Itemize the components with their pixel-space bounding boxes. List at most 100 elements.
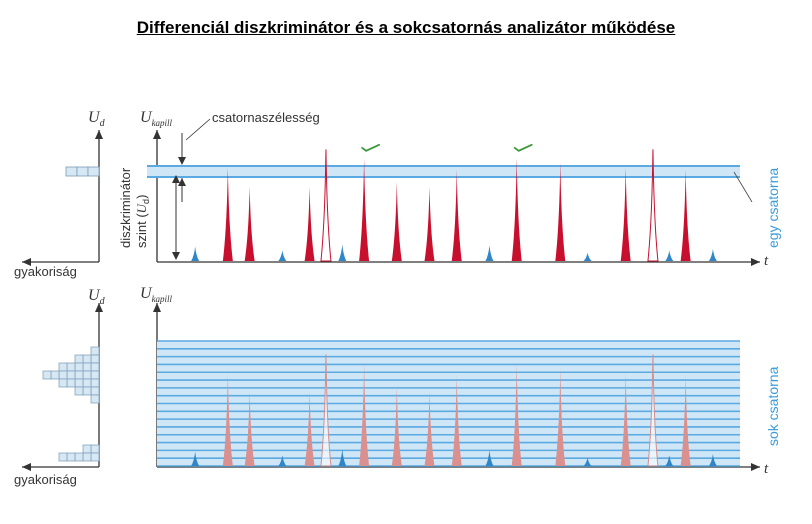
pulse-peak <box>244 391 255 466</box>
histogram-cell <box>90 346 100 356</box>
pulse-peak <box>222 372 233 466</box>
pulse-peak <box>680 169 691 261</box>
histogram-cell <box>74 378 84 388</box>
histogram-cell <box>74 354 84 364</box>
pulse-peak <box>359 362 370 466</box>
pulse-peak <box>620 167 631 261</box>
histogram-cell <box>90 444 100 454</box>
histogram-cell <box>90 362 100 372</box>
bottom-frequency-label: gyakoriság <box>14 472 77 487</box>
accepted-check-icon <box>513 143 533 152</box>
pulse-peak <box>222 167 233 261</box>
top-frequency-label: gyakoriság <box>14 264 77 279</box>
pulse-peak <box>304 391 315 466</box>
histogram-cell <box>82 444 92 454</box>
single-channel-band <box>147 166 740 177</box>
histogram-cell <box>66 378 76 388</box>
pulse-peak <box>391 181 402 261</box>
rejected-high-pulse <box>647 149 659 262</box>
histogram-cell <box>74 370 84 380</box>
histogram-cell <box>58 370 68 380</box>
small-pulse <box>191 246 200 261</box>
pulse-peak <box>680 374 691 466</box>
small-pulse <box>338 244 347 261</box>
histogram-cell <box>90 394 100 404</box>
top-checkmarks <box>361 143 533 152</box>
top-pulse-train <box>191 149 717 262</box>
pulse-peak <box>359 157 370 261</box>
page-title: Differenciál diszkriminátor és a sokcsat… <box>136 18 676 37</box>
histogram-cell <box>90 370 100 380</box>
width-arrowhead-lower <box>178 178 186 186</box>
pulse-peak <box>451 169 462 261</box>
top-histogram <box>65 166 100 177</box>
bottom-ud-axis-label: Ud <box>88 287 106 307</box>
small-pulse <box>665 455 674 466</box>
pulse-peak <box>391 386 402 466</box>
bottom-histogram <box>42 346 100 462</box>
small-pulse <box>665 250 674 261</box>
one-channel-label: egy csatorna <box>765 168 781 248</box>
pulse-peak <box>244 186 255 261</box>
histogram-cell <box>90 378 100 388</box>
high-pulse <box>647 354 659 467</box>
histogram-cell <box>82 452 92 462</box>
top-ud-axis-label: Ud <box>88 109 106 129</box>
pulse-peak <box>424 186 435 261</box>
multi-channel-bands <box>157 340 740 467</box>
multi-channel-label: sok csatorna <box>765 366 781 446</box>
small-pulse <box>191 451 200 466</box>
histogram-cell <box>74 452 84 462</box>
pulse-peak <box>555 367 566 466</box>
high-pulse <box>320 354 332 467</box>
level-arrow-up <box>172 175 180 183</box>
pulse-peak <box>424 391 435 466</box>
small-pulse <box>708 249 717 261</box>
histogram-cell <box>82 370 92 380</box>
pulse-peak <box>511 157 522 261</box>
histogram-cell <box>82 354 92 364</box>
pulse-peak <box>620 372 631 466</box>
histogram-cell <box>82 362 92 372</box>
histogram-cell <box>90 354 100 364</box>
rejected-high-pulse <box>320 149 332 262</box>
histogram-cell <box>58 452 68 462</box>
histogram-cell <box>74 362 84 372</box>
small-pulse <box>583 457 592 466</box>
accepted-check-icon <box>361 143 380 152</box>
pulse-peak <box>304 186 315 261</box>
bottom-ukapill-label: Ukapill <box>140 285 173 304</box>
small-pulse <box>708 454 717 466</box>
one-channel-leader <box>733 171 753 203</box>
small-pulse <box>485 245 494 261</box>
channel-width-leader <box>185 118 211 141</box>
width-arrowhead-upper <box>178 157 186 165</box>
histogram-cell <box>82 378 92 388</box>
discriminator-level-label-2: szint (Ud) <box>134 195 151 248</box>
histogram-cell <box>58 378 68 388</box>
level-arrow-down <box>172 252 180 260</box>
histogram-cell <box>50 370 60 380</box>
histogram-cell <box>42 370 52 380</box>
pulse-peak <box>451 374 462 466</box>
discriminator-level-label: diszkriminátor <box>118 167 133 248</box>
small-pulse <box>278 455 287 466</box>
histogram-cell <box>74 386 84 396</box>
histogram-cell <box>66 370 76 380</box>
bottom-pulse-train <box>191 354 717 467</box>
top-t-label: t <box>764 253 769 269</box>
small-pulse <box>485 450 494 466</box>
pulse-peak <box>555 162 566 261</box>
histogram-cell <box>90 452 100 462</box>
histogram-cell <box>66 452 76 462</box>
histogram-cell <box>82 386 92 396</box>
histogram-cell <box>90 386 100 396</box>
small-pulse <box>583 252 592 261</box>
histogram-cell <box>58 362 68 372</box>
top-ukapill-label: Ukapill <box>140 109 173 128</box>
pulse-peak <box>511 362 522 466</box>
channel-width-label: csatornaszélesség <box>212 110 320 125</box>
small-pulse <box>338 449 347 466</box>
small-pulse <box>278 250 287 261</box>
